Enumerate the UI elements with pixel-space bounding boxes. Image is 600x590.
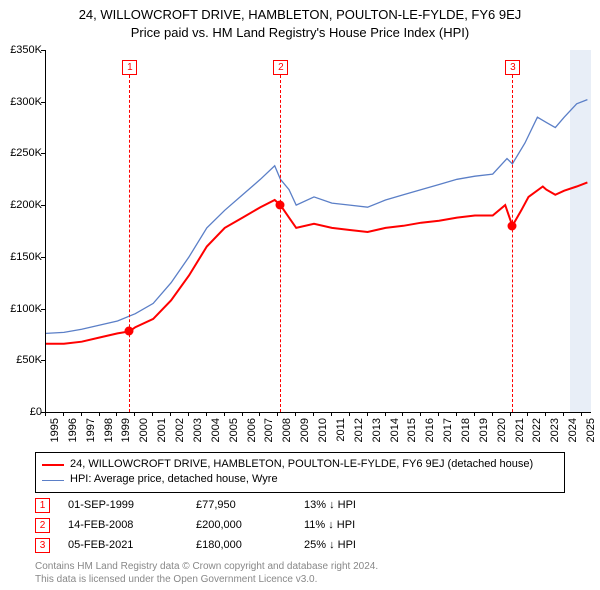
transactions-table: 1 01-SEP-1999 £77,950 13% ↓ HPI 2 14-FEB…: [35, 495, 565, 555]
row-marker-3: 3: [35, 538, 50, 553]
plot-area: 1 2 3: [45, 50, 591, 413]
footer-line-1: Contains HM Land Registry data © Crown c…: [35, 560, 378, 573]
series-property: [46, 182, 587, 343]
callout-line: [129, 75, 130, 412]
table-row: 3 05-FEB-2021 £180,000 25% ↓ HPI: [35, 535, 565, 555]
y-tick-label: £0: [2, 406, 42, 418]
row-price: £180,000: [196, 539, 286, 551]
legend: 24, WILLOWCROFT DRIVE, HAMBLETON, POULTO…: [35, 452, 565, 493]
callout-dot: [508, 221, 517, 230]
legend-label-property: 24, WILLOWCROFT DRIVE, HAMBLETON, POULTO…: [70, 457, 533, 472]
y-tick-label: £100K: [2, 303, 42, 315]
callout-box: 1: [122, 60, 137, 75]
legend-swatch-property: [42, 464, 64, 466]
y-tick-label: £300K: [2, 96, 42, 108]
row-marker-1: 1: [35, 498, 50, 513]
line-series: [46, 50, 591, 412]
row-diff: 25% ↓ HPI: [304, 539, 404, 551]
row-price: £77,950: [196, 499, 286, 511]
callout-box: 3: [505, 60, 520, 75]
title-block: 24, WILLOWCROFT DRIVE, HAMBLETON, POULTO…: [0, 0, 600, 41]
row-marker-2: 2: [35, 518, 50, 533]
y-tick-label: £200K: [2, 199, 42, 211]
x-tick-label: 2024: [567, 418, 579, 458]
row-diff: 11% ↓ HPI: [304, 519, 404, 531]
callout-line: [280, 75, 281, 412]
callout-dot: [276, 201, 285, 210]
footer-line-2: This data is licensed under the Open Gov…: [35, 573, 378, 586]
y-tick-label: £150K: [2, 251, 42, 263]
row-date: 05-FEB-2021: [68, 539, 178, 551]
x-tick-label: 2025: [585, 418, 597, 458]
y-tick-label: £50K: [2, 354, 42, 366]
y-tick-label: £350K: [2, 44, 42, 56]
row-date: 01-SEP-1999: [68, 499, 178, 511]
chart-container: 24, WILLOWCROFT DRIVE, HAMBLETON, POULTO…: [0, 0, 600, 590]
legend-row-property: 24, WILLOWCROFT DRIVE, HAMBLETON, POULTO…: [42, 457, 558, 472]
row-date: 14-FEB-2008: [68, 519, 178, 531]
callout-box: 2: [273, 60, 288, 75]
series-hpi: [46, 100, 587, 334]
row-price: £200,000: [196, 519, 286, 531]
table-row: 2 14-FEB-2008 £200,000 11% ↓ HPI: [35, 515, 565, 535]
legend-swatch-hpi: [42, 480, 64, 481]
footer: Contains HM Land Registry data © Crown c…: [35, 560, 378, 586]
title-line-2: Price paid vs. HM Land Registry's House …: [0, 24, 600, 42]
y-tick-label: £250K: [2, 147, 42, 159]
legend-row-hpi: HPI: Average price, detached house, Wyre: [42, 472, 558, 487]
row-diff: 13% ↓ HPI: [304, 499, 404, 511]
legend-label-hpi: HPI: Average price, detached house, Wyre: [70, 472, 278, 487]
table-row: 1 01-SEP-1999 £77,950 13% ↓ HPI: [35, 495, 565, 515]
callout-line: [512, 75, 513, 412]
callout-dot: [125, 327, 134, 336]
title-line-1: 24, WILLOWCROFT DRIVE, HAMBLETON, POULTO…: [0, 6, 600, 24]
